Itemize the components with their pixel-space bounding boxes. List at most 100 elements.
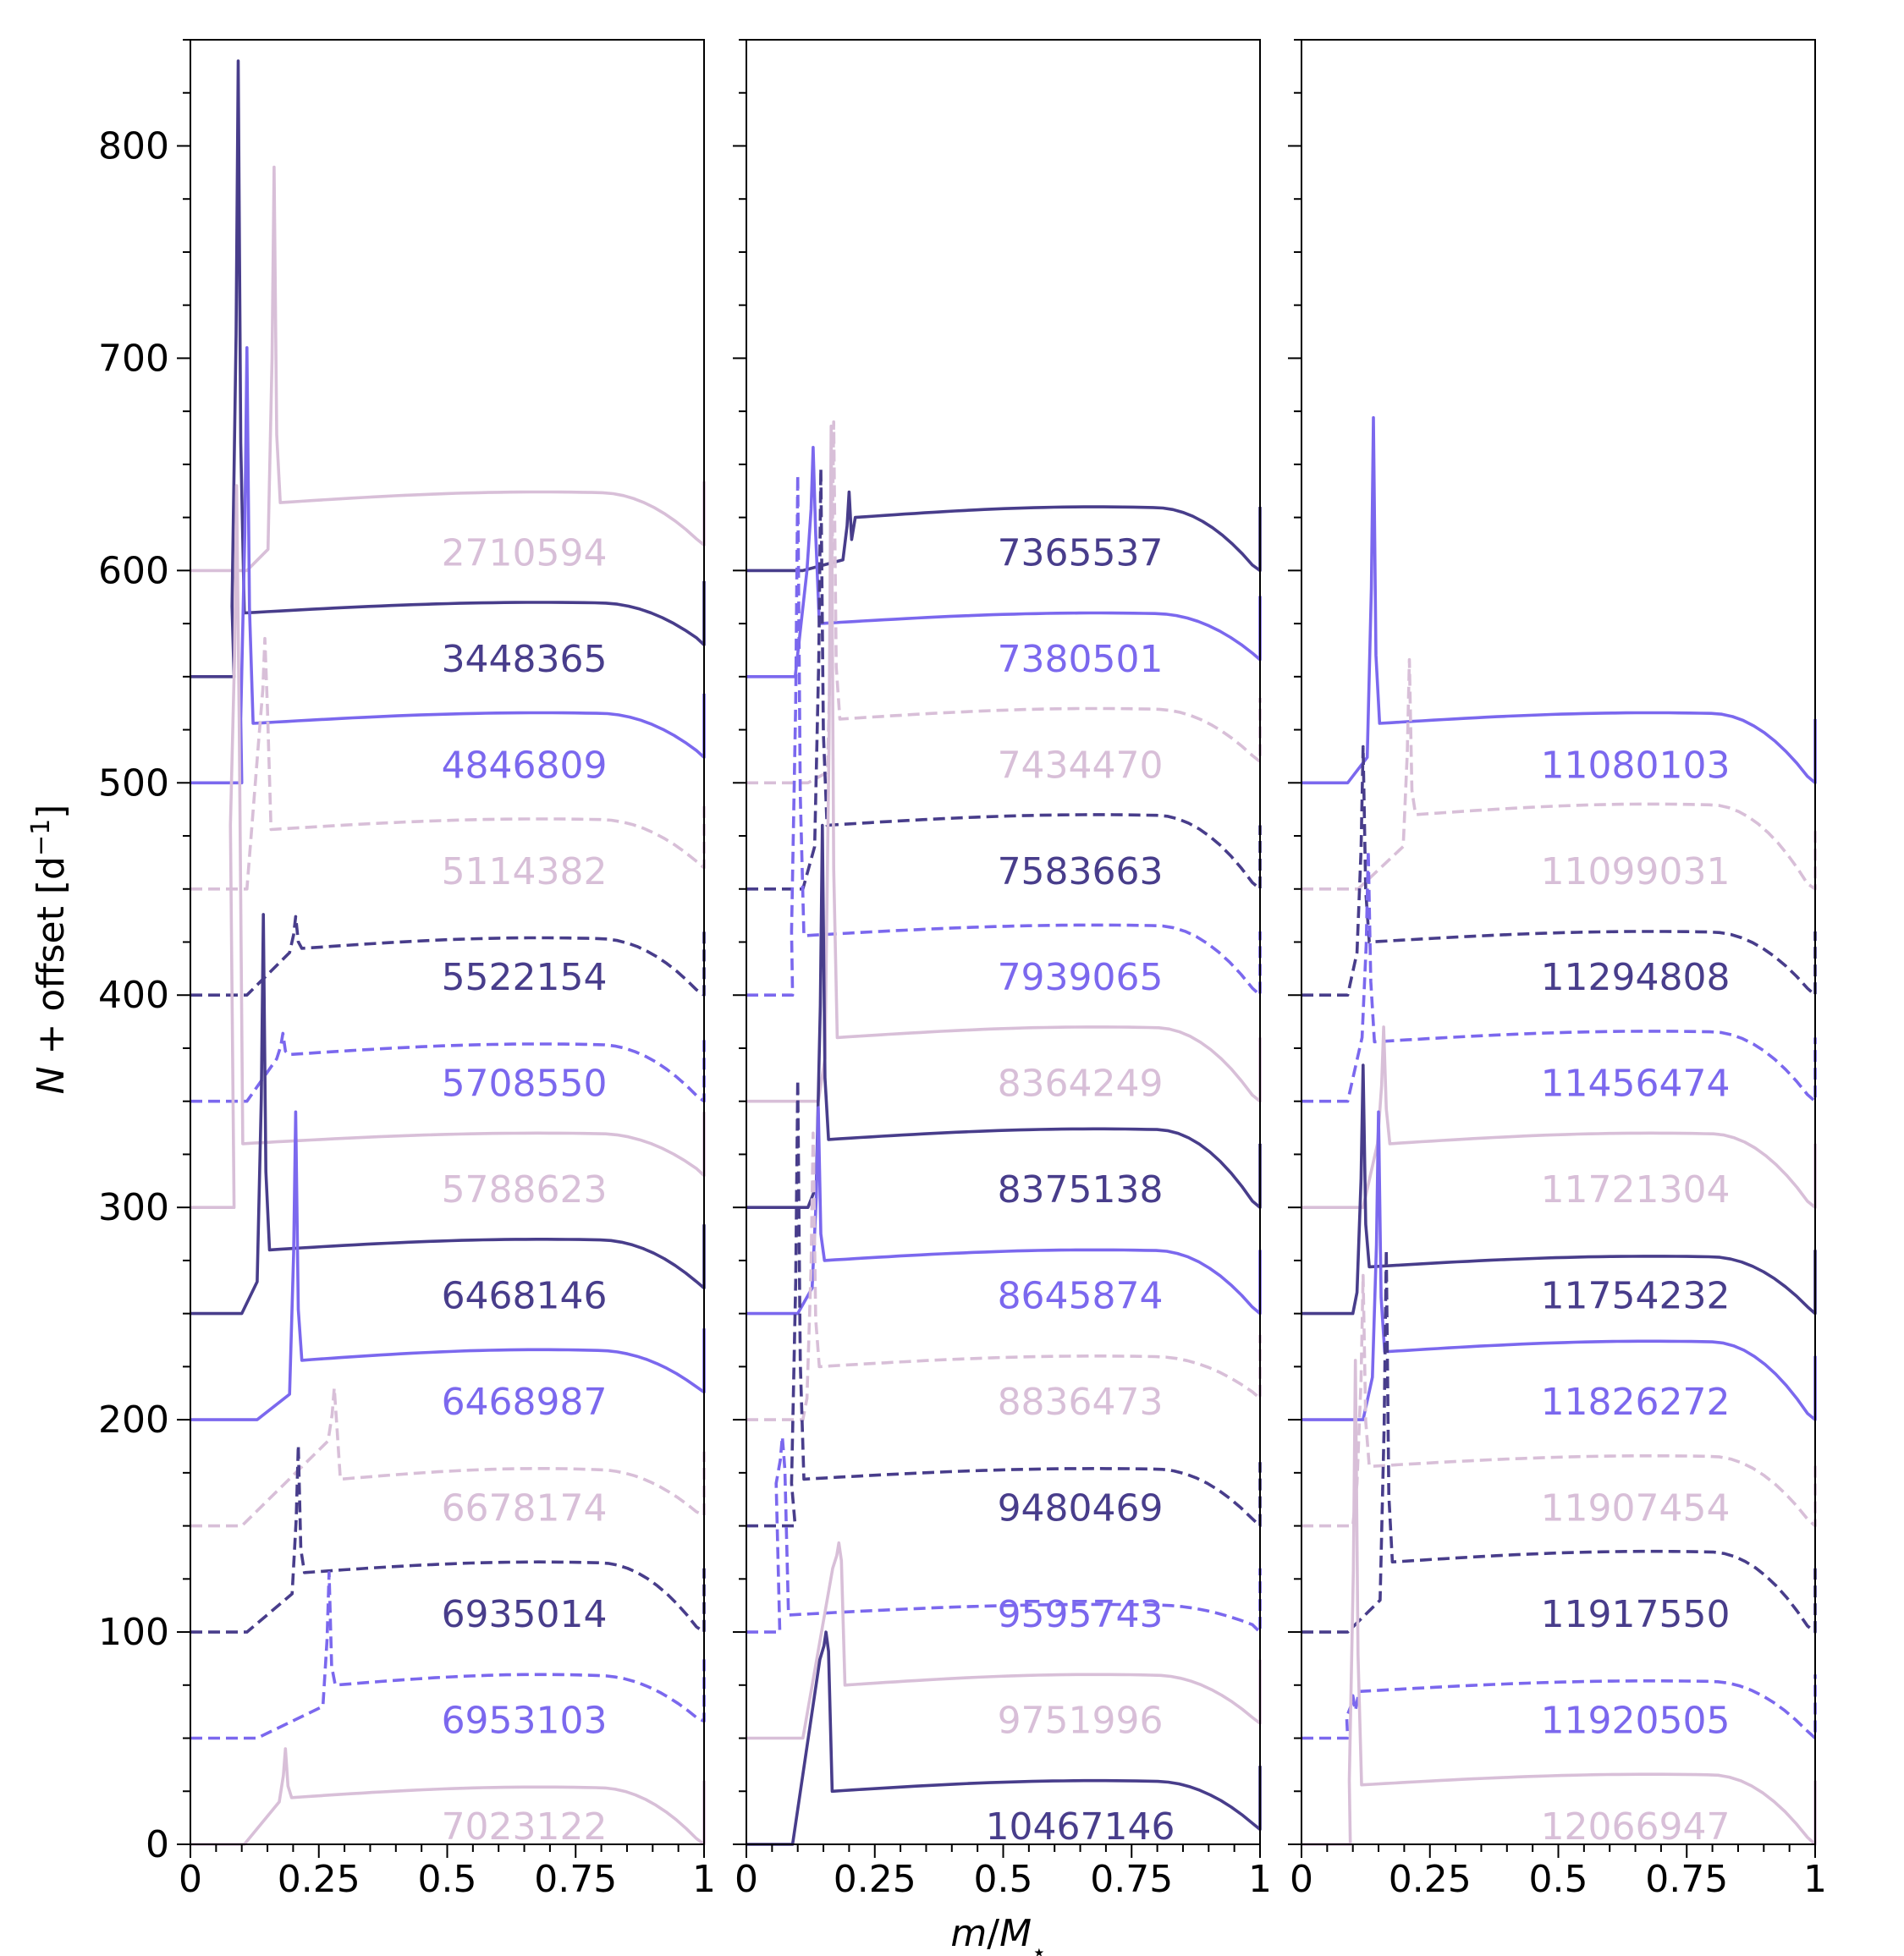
y-axis-label-rest: + offset [d <box>30 856 73 1066</box>
series-line-11294808 <box>1301 744 1817 997</box>
series-line-2710594 <box>190 165 706 573</box>
x-axis-label-star: ⋆ <box>1032 1938 1047 1956</box>
x-tick-label: 0.75 <box>534 1858 617 1901</box>
y-tick-label: 200 <box>98 1398 169 1442</box>
series-label-11907454: 11907454 <box>1541 1487 1731 1530</box>
series-line-8364249 <box>746 424 1262 1103</box>
series-label-6953103: 6953103 <box>442 1700 608 1743</box>
series-label-7365537: 7365537 <box>998 531 1164 574</box>
x-tick-label: 0.25 <box>278 1858 360 1901</box>
series-line-7380501 <box>746 446 1262 679</box>
series-line-11754232 <box>1301 1063 1817 1316</box>
panel-frame <box>190 39 705 1845</box>
series-line-5114382 <box>190 636 706 891</box>
series-label-10467146: 10467146 <box>986 1805 1175 1849</box>
series-line-11080103 <box>1301 415 1817 785</box>
x-tick-label: 0 <box>735 1858 758 1901</box>
y-axis-label: N + offset [d−1] <box>26 805 74 1095</box>
series-label-7939065: 7939065 <box>998 956 1164 999</box>
x-tick-label: 0.5 <box>974 1858 1033 1901</box>
series-line-5522154 <box>190 915 706 997</box>
series-line-9480469 <box>746 1078 1262 1528</box>
series-line-6953103 <box>190 1571 706 1740</box>
series-label-8364249: 8364249 <box>998 1063 1164 1106</box>
series-line-11826272 <box>1301 1110 1817 1421</box>
series-label-12066947: 12066947 <box>1541 1805 1731 1849</box>
series-line-11907454 <box>1301 1273 1817 1528</box>
series-label-8836473: 8836473 <box>998 1381 1164 1424</box>
x-tick-label: 0.5 <box>418 1858 477 1901</box>
y-tick-label: 600 <box>98 549 169 592</box>
y-tick-label: 500 <box>98 761 169 805</box>
y-tick-label: 800 <box>98 124 169 168</box>
series-line-11456474 <box>1301 849 1817 1103</box>
series-label-11721304: 11721304 <box>1541 1168 1731 1212</box>
y-tick-label: 700 <box>98 337 169 380</box>
series-label-4846809: 4846809 <box>442 744 608 787</box>
series-line-7434470 <box>746 420 1262 785</box>
y-tick-label: 400 <box>98 974 169 1017</box>
x-tick-label: 0.75 <box>1645 1858 1728 1901</box>
series-line-7023122 <box>190 1747 706 1846</box>
series-line-11920505 <box>1301 1674 1817 1740</box>
series-label-11099031: 11099031 <box>1541 850 1731 893</box>
x-tick-label: 0 <box>179 1858 202 1901</box>
series-label-3448365: 3448365 <box>442 638 608 681</box>
panel-1: 2710594 3448365 4846809 5114382 5522154 57085… <box>98 39 716 1901</box>
series-label-11920505: 11920505 <box>1541 1700 1731 1743</box>
series-label-11917550: 11917550 <box>1541 1593 1731 1636</box>
series-line-6935014 <box>190 1443 706 1634</box>
panel-3: 11080103 11099031 11294808 11456474 11721304… <box>1288 39 1827 1901</box>
series-line-9751996 <box>746 1541 1262 1740</box>
series-label-7023122: 7023122 <box>442 1805 608 1849</box>
series-label-5708550: 5708550 <box>442 1063 608 1106</box>
series-line-11917550 <box>1301 1248 1817 1634</box>
series-label-2710594: 2710594 <box>442 531 608 574</box>
y-tick-label: 0 <box>146 1823 169 1866</box>
series-label-6678174: 6678174 <box>442 1487 608 1530</box>
series-label-11080103: 11080103 <box>1541 744 1731 787</box>
y-tick-label: 300 <box>98 1186 169 1229</box>
series-label-7380501: 7380501 <box>998 638 1164 681</box>
y-tick-label: 100 <box>98 1611 169 1654</box>
series-label-8375138: 8375138 <box>998 1168 1164 1212</box>
series-line-9595743 <box>746 1435 1262 1634</box>
series-line-7583663 <box>746 467 1262 891</box>
series-label-5114382: 5114382 <box>442 850 608 893</box>
series-line-8836473 <box>746 1131 1262 1421</box>
series-label-11826272: 11826272 <box>1541 1381 1731 1424</box>
panel-2: 7365537 7380501 7434470 7583663 7939065 83642… <box>733 39 1272 1901</box>
x-axis-label-m: m <box>950 1912 987 1955</box>
series-label-5788623: 5788623 <box>442 1168 608 1212</box>
series-label-9751996: 9751996 <box>998 1700 1164 1743</box>
series-line-11721304 <box>1301 1025 1817 1209</box>
series-label-9480469: 9480469 <box>998 1487 1164 1530</box>
y-axis-label-exp: −1 <box>26 819 56 856</box>
series-label-11754232: 11754232 <box>1541 1275 1731 1318</box>
x-tick-label: 0 <box>1290 1858 1313 1901</box>
series-line-12066947 <box>1301 1359 1817 1846</box>
series-label-8645874: 8645874 <box>998 1275 1164 1318</box>
x-axis-label-slash: / <box>987 1912 999 1955</box>
series-line-6468146 <box>190 913 706 1316</box>
x-tick-label: 0.75 <box>1090 1858 1173 1901</box>
series-line-10467146 <box>746 1630 1262 1846</box>
x-axis-label-M: M <box>999 1912 1032 1955</box>
panels-group: 2710594 3448365 4846809 5114382 5522154 57085… <box>98 39 1827 1901</box>
series-line-6468987 <box>190 1110 706 1421</box>
x-axis-label: m/M⋆ <box>950 1912 1046 1956</box>
x-tick-label: 1 <box>1803 1858 1827 1901</box>
series-line-5708550 <box>190 1031 706 1103</box>
x-tick-label: 0.5 <box>1529 1858 1588 1901</box>
series-line-3448365 <box>190 59 706 679</box>
series-line-8645874 <box>746 1106 1262 1316</box>
series-line-11099031 <box>1301 657 1817 891</box>
series-label-11456474: 11456474 <box>1541 1063 1731 1106</box>
series-label-5522154: 5522154 <box>442 956 608 999</box>
y-axis-label-n: N <box>30 1066 73 1094</box>
series-line-8375138 <box>746 823 1262 1209</box>
series-label-7583663: 7583663 <box>998 850 1164 893</box>
series-line-4846809 <box>190 346 706 785</box>
series-label-9595743: 9595743 <box>998 1593 1164 1636</box>
